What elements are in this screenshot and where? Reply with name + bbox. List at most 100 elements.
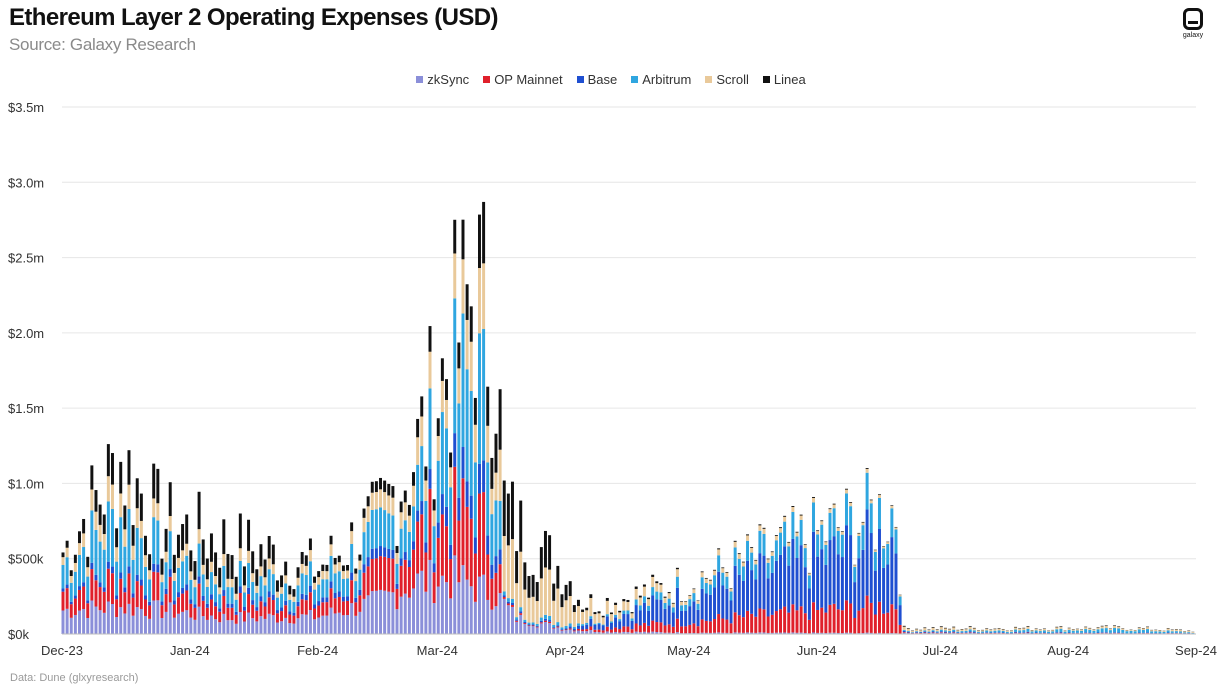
bar-segment-arbitrum [156, 520, 160, 565]
bar-segment-op-mainnet [791, 604, 795, 633]
bar-segment-linea [473, 397, 477, 425]
bar-segment-arbitrum [61, 565, 65, 589]
bar-segment-scroll [960, 629, 964, 632]
bar-segment-arbitrum [416, 464, 420, 511]
bar-segment-base [1018, 632, 1022, 633]
bar-segment-linea [242, 566, 246, 586]
bar-segment-scroll [964, 629, 968, 631]
bar-segment-linea [972, 627, 976, 629]
bar-segment-base [209, 594, 213, 600]
legend-label: Arbitrum [642, 72, 692, 87]
bar-segment-arbitrum [168, 531, 172, 570]
bar-segment-base [972, 631, 976, 633]
bar-segment-base [461, 446, 465, 479]
bar-segment-scroll [1051, 630, 1055, 632]
bar-segment-arbitrum [296, 585, 300, 602]
bar-segment-op-mainnet [548, 621, 552, 624]
bar-segment-zksync [758, 632, 762, 634]
bar-segment-base [218, 608, 222, 612]
bar-segment-zksync [490, 609, 494, 634]
bar-segment-base [704, 593, 708, 621]
bar-segment-base [779, 554, 782, 610]
bar-segment-scroll [692, 589, 696, 594]
bar-segment-linea [754, 559, 758, 561]
bar-segment-arbitrum [812, 502, 815, 532]
bar-segment-arbitrum [115, 561, 119, 596]
bar-segment-scroll [956, 630, 960, 632]
bar-segment-arbitrum [69, 582, 73, 602]
bar-segment-op-mainnet [564, 629, 568, 631]
bar-segment-base [618, 621, 622, 630]
bar-segment-linea [840, 531, 844, 532]
bar-segment-scroll [420, 416, 424, 447]
bar-segment-base [816, 556, 820, 610]
bar-segment-op-mainnet [259, 601, 263, 617]
bar-segment-base [713, 587, 717, 620]
bar-segment-base [1117, 632, 1121, 633]
bar-segment-zksync [774, 632, 778, 634]
bar-segment-op-mainnet [836, 609, 840, 633]
bar-segment-base [564, 628, 568, 630]
bar-segment-linea [185, 514, 189, 544]
bar-segment-arbitrum [403, 520, 407, 553]
bar-segment-base [160, 601, 164, 606]
bar-segment-zksync [98, 610, 102, 634]
bar-segment-zksync [143, 615, 147, 634]
bar-segment-arbitrum [642, 596, 646, 603]
bar-segment-scroll [869, 500, 873, 504]
bar-segment-scroll [102, 534, 106, 550]
bar-segment-base [193, 604, 197, 608]
bar-segment-linea [288, 585, 292, 595]
bar-segment-arbitrum [181, 561, 185, 588]
bar-segment-op-mainnet [671, 626, 675, 634]
bar-segment-scroll [902, 626, 906, 630]
bar-segment-linea [106, 444, 110, 477]
bar-segment-linea [502, 480, 506, 537]
bar-segment-scroll [1166, 628, 1170, 631]
bar-segment-op-mainnet [395, 588, 399, 610]
bar-segment-scroll [325, 571, 329, 580]
bar-segment-arbitrum [333, 573, 337, 594]
bar-segment-scroll [779, 528, 782, 533]
bar-segment-linea [218, 567, 222, 588]
bar-segment-linea [626, 599, 630, 602]
bar-segment-op-mainnet [626, 626, 630, 633]
bar-segment-arbitrum [1030, 631, 1034, 633]
bar-segment-zksync [139, 608, 143, 634]
bar-segment-arbitrum [1162, 631, 1166, 634]
x-tick-label: Jul-24 [923, 643, 958, 658]
bar-segment-scroll [494, 472, 498, 501]
bar-segment-linea [630, 612, 634, 614]
bar-segment-base [671, 612, 675, 627]
bar-segment-base [968, 631, 972, 633]
bar-segment-scroll [412, 485, 415, 507]
bar-segment-arbitrum [65, 557, 69, 585]
y-tick-label: $1.0m [8, 476, 44, 491]
bar-segment-scroll [680, 601, 684, 606]
bar-segment-scroll [659, 584, 663, 593]
bar-segment-arbitrum [1158, 631, 1162, 634]
bar-segment-scroll [152, 498, 156, 518]
bar-segment-zksync [568, 629, 572, 634]
bar-segment-op-mainnet [296, 606, 300, 619]
bar-segment-zksync [931, 632, 935, 634]
bar-segment-op-mainnet [482, 492, 486, 575]
bar-segment-base [296, 601, 300, 607]
bar-segment-op-mainnet [251, 604, 255, 619]
bar-segment-arbitrum [247, 563, 251, 588]
bar-segment-arbitrum [189, 579, 193, 600]
bar-segment-arbitrum [746, 540, 750, 561]
bar-segment-arbitrum [354, 581, 358, 598]
bar-segment-base [321, 597, 325, 603]
bar-segment-op-mainnet [61, 591, 65, 611]
bar-segment-arbitrum [721, 572, 725, 586]
bar-segment-zksync [267, 613, 271, 634]
bar-segment-op-mainnet [552, 628, 556, 629]
bar-segment-linea [729, 588, 733, 589]
legend-item: Arbitrum [631, 72, 691, 87]
bar-segment-linea [168, 482, 172, 517]
bar-segment-scroll [729, 588, 733, 592]
bar-segment-op-mainnet [193, 607, 197, 620]
bar-segment-scroll [931, 627, 935, 631]
bar-segment-arbitrum [1179, 631, 1182, 633]
